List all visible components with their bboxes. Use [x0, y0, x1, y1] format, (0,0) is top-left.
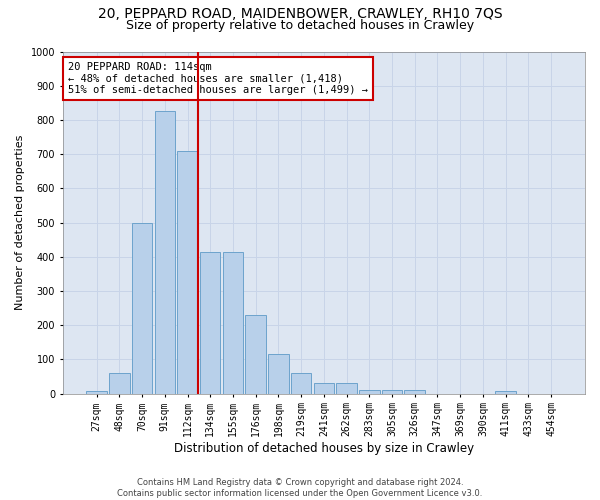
Bar	[382, 390, 402, 394]
Bar	[496, 391, 516, 394]
Y-axis label: Number of detached properties: Number of detached properties	[15, 135, 25, 310]
Bar	[268, 354, 289, 394]
X-axis label: Distribution of detached houses by size in Crawley: Distribution of detached houses by size …	[174, 442, 474, 455]
Text: 20, PEPPARD ROAD, MAIDENBOWER, CRAWLEY, RH10 7QS: 20, PEPPARD ROAD, MAIDENBOWER, CRAWLEY, …	[98, 8, 502, 22]
Bar	[291, 373, 311, 394]
Bar	[314, 382, 334, 394]
Bar	[337, 382, 357, 394]
Bar	[109, 373, 130, 394]
Bar	[200, 252, 220, 394]
Bar	[86, 391, 107, 394]
Bar	[155, 112, 175, 394]
Bar	[132, 222, 152, 394]
Bar	[223, 252, 243, 394]
Bar	[359, 390, 380, 394]
Text: Size of property relative to detached houses in Crawley: Size of property relative to detached ho…	[126, 18, 474, 32]
Text: Contains HM Land Registry data © Crown copyright and database right 2024.
Contai: Contains HM Land Registry data © Crown c…	[118, 478, 482, 498]
Text: 20 PEPPARD ROAD: 114sqm
← 48% of detached houses are smaller (1,418)
51% of semi: 20 PEPPARD ROAD: 114sqm ← 48% of detache…	[68, 62, 368, 95]
Bar	[178, 150, 198, 394]
Bar	[245, 315, 266, 394]
Bar	[404, 390, 425, 394]
